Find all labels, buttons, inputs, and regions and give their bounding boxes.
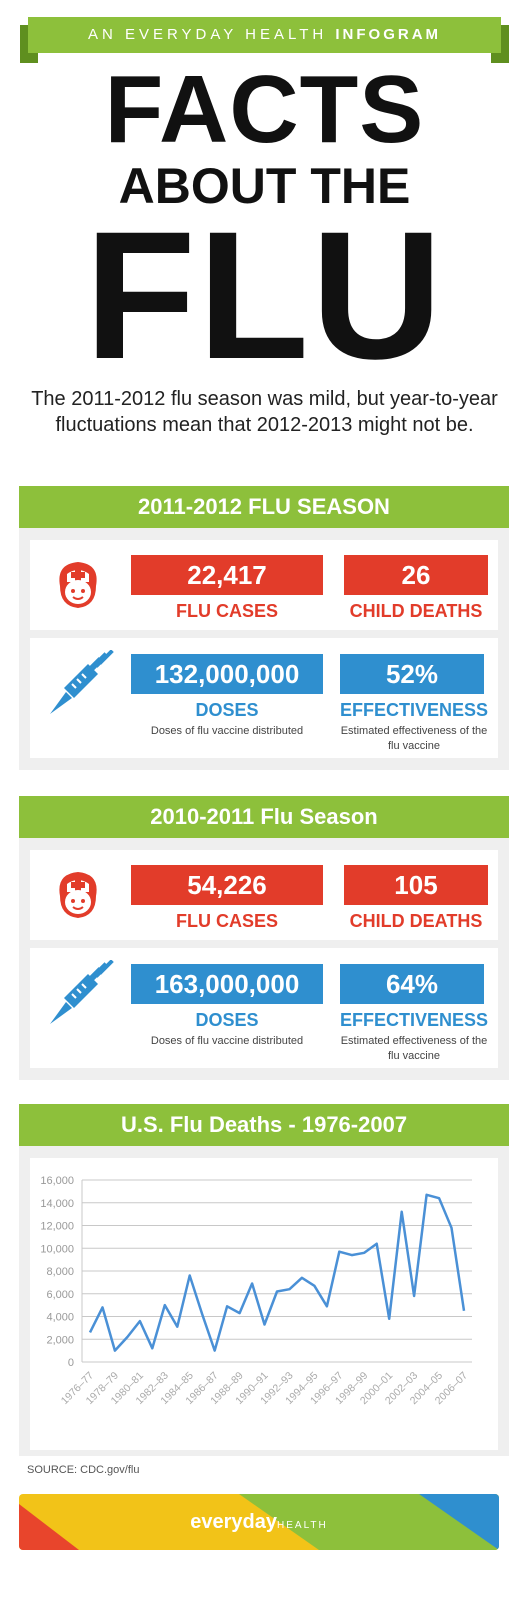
- footer-brand: everyday: [190, 1511, 278, 1533]
- title-line-3: FLU: [84, 193, 445, 397]
- doses-note: Doses of flu vaccine distributed: [150, 725, 304, 737]
- y-tick-label: 12,000: [40, 1221, 74, 1233]
- section-2010-2011: 2010-2011 Flu Season 54,226 FLU CASES 10…: [19, 796, 509, 1080]
- y-tick-label: 8,000: [46, 1266, 74, 1278]
- footer-background: [19, 1494, 499, 1550]
- doses-label: DOSES: [195, 1010, 259, 1030]
- child-deaths-label: CHILD DEATHS: [349, 601, 483, 621]
- doses-note: Doses of flu vaccine distributed: [150, 1035, 304, 1047]
- y-tick-label: 4,000: [46, 1312, 74, 1324]
- flu-deaths-line-chart: 16,000 14,000 12,000 10,000 8,000 6,000 4,000 2…: [40, 1175, 472, 1407]
- effectiveness-note: Estimated effectiveness of the flu vacci…: [340, 725, 488, 752]
- y-tick-label: 14,000: [40, 1198, 74, 1210]
- header-banner: AN EVERYDAY HEALTH INFOGRAM: [20, 17, 509, 63]
- stats-card-vaccine: 163,000,000 DOSES Doses of flu vaccine d…: [30, 948, 498, 1068]
- doses-value: 132,000,000: [131, 654, 323, 694]
- source-note: SOURCE: CDC.gov/flu: [27, 1464, 140, 1476]
- flu-cases-value: 54,226: [131, 865, 323, 905]
- y-tick-label: 6,000: [46, 1289, 74, 1301]
- section-heading: 2010-2011 Flu Season: [19, 796, 509, 838]
- banner-suffix: INFOGRAM: [335, 26, 442, 43]
- flu-cases-label: FLU CASES: [175, 911, 278, 931]
- y-tick-label: 16,000: [40, 1175, 74, 1187]
- effectiveness-label: EFFECTIVENESS: [339, 1010, 489, 1030]
- doses-label: DOSES: [195, 700, 259, 720]
- intro-text: The 2011-2012 flu season was mild, but y…: [31, 388, 498, 436]
- nurse-icon: [59, 562, 97, 608]
- series-line: [88, 1193, 466, 1352]
- stats-card-cases: 54,226 FLU CASES 105 CHILD DEATHS: [30, 850, 498, 940]
- flu-cases-value: 22,417: [131, 555, 323, 595]
- syringe-icon: [50, 650, 114, 714]
- section-2011-2012: 2011-2012 FLU SEASON 22,417 FLU CASES 26…: [19, 486, 509, 770]
- child-deaths-value: 26: [344, 555, 488, 595]
- footer-brand-suffix: HEALTH: [277, 1520, 328, 1531]
- flu-cases-label: FLU CASES: [175, 601, 278, 621]
- syringe-icon: [50, 960, 114, 1024]
- y-tick-label: 2,000: [46, 1334, 74, 1346]
- stats-card-cases: 22,417 FLU CASES 26 CHILD DEATHS: [30, 540, 498, 630]
- child-deaths-value: 105: [344, 865, 488, 905]
- y-tick-label: 10,000: [40, 1243, 74, 1255]
- section-heading: 2011-2012 FLU SEASON: [19, 486, 509, 528]
- effectiveness-value: 52%: [340, 654, 484, 694]
- effectiveness-note: Estimated effectiveness of the flu vacci…: [340, 1035, 488, 1062]
- footer-logo: everydayHEALTH: [19, 1494, 499, 1550]
- banner-prefix: AN EVERYDAY HEALTH: [87, 26, 328, 43]
- stats-card-vaccine: 132,000,000 DOSES Doses of flu vaccine d…: [30, 638, 498, 758]
- chart-heading: U.S. Flu Deaths - 1976-2007: [19, 1104, 509, 1146]
- effectiveness-label: EFFECTIVENESS: [339, 700, 489, 720]
- title-line-2: ABOUT THE: [118, 158, 411, 214]
- doses-value: 163,000,000: [131, 964, 323, 1004]
- effectiveness-value: 64%: [340, 964, 484, 1004]
- nurse-icon: [59, 872, 97, 918]
- title-line-1: FACTS: [104, 56, 425, 163]
- section-flu-deaths-chart: U.S. Flu Deaths - 1976-2007 16,000 14,000…: [19, 1104, 509, 1456]
- footer-brand-bar: everydayHEALTH: [19, 1494, 499, 1550]
- banner-ribbon: AN EVERYDAY HEALTH INFOGRAM: [28, 17, 501, 53]
- child-deaths-label: CHILD DEATHS: [349, 911, 483, 931]
- y-tick-label: 0: [68, 1357, 74, 1369]
- chart-card: 16,000 14,000 12,000 10,000 8,000 6,000 4,000 2…: [30, 1158, 498, 1450]
